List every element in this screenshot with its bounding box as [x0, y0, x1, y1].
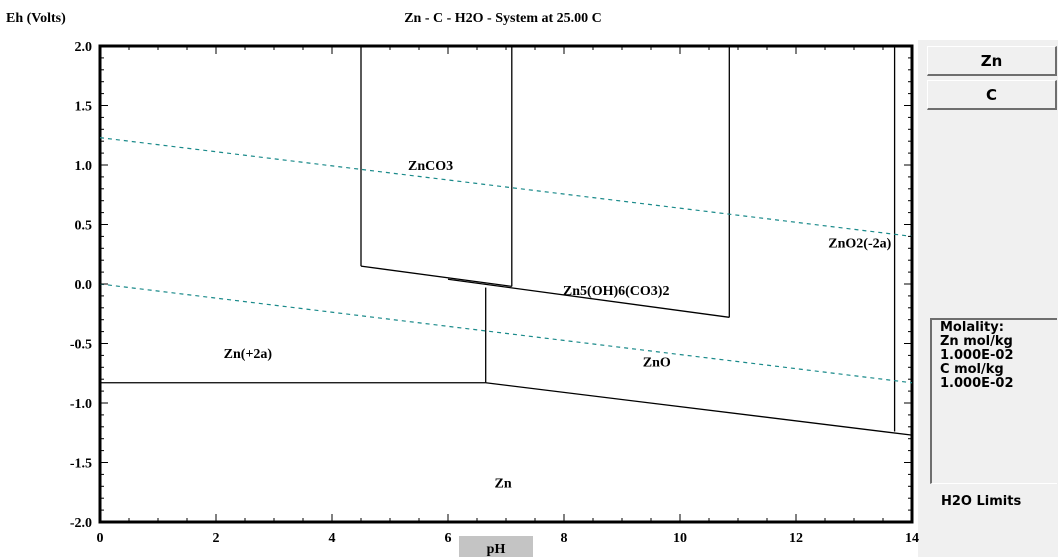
region-label: Zn: [495, 477, 512, 492]
element-button-c[interactable]: C: [927, 80, 1057, 110]
phase-boundary-line: [485, 382, 913, 436]
x-tick-label: 14: [905, 531, 919, 546]
h2o-limits-toggle[interactable]: H2O Limits: [941, 494, 1022, 509]
x-tick-label: 0: [97, 531, 104, 546]
x-axis-ticks: 0 2 4 6 8 10 12 14: [97, 46, 919, 546]
molality-line: C mol/kg: [940, 362, 1004, 377]
y-tick-label: 0.0: [75, 278, 93, 293]
chart-title: Zn - C - H2O - System at 25.00 C: [404, 11, 602, 26]
region-labels: ZnCO3 ZnO2(-2a) Zn5(OH)6(CO3)2 Zn(+2a) ZnO Zn: [224, 159, 892, 492]
y-tick-label: -1.0: [70, 397, 92, 412]
region-label: ZnO: [643, 355, 671, 370]
element-button-label: Zn: [980, 51, 1003, 70]
phase-boundary-line: [360, 265, 512, 288]
molality-line: 1.000E-02: [940, 348, 1014, 363]
y-tick-label: -2.0: [70, 516, 92, 531]
region-label: ZnCO3: [408, 159, 453, 174]
element-button-label: C: [985, 85, 997, 104]
region-label: Zn(+2a): [224, 347, 273, 362]
y-tick-label: 1.0: [75, 159, 93, 174]
ph-axis-tab[interactable]: [459, 536, 533, 557]
phase-boundaries: [100, 46, 913, 436]
molality-panel: Molality: Zn mol/kg 1.000E-02 C mol/kg 1…: [930, 318, 1057, 484]
phase-boundary-line: [447, 278, 730, 318]
water-stability-limits: [99, 137, 913, 384]
y-tick-label: 1.5: [75, 100, 93, 115]
x-tick-label: 8: [561, 531, 568, 546]
y-axis-ticks: 2.0 1.5 1.0 0.5 0.0 -0.5 -1.0 -1.5 -2.0: [70, 40, 912, 531]
x-axis-label: pH: [487, 542, 506, 557]
water-limit-line: [99, 137, 913, 237]
element-button-zn[interactable]: Zn: [927, 46, 1057, 76]
molality-heading: Molality:: [940, 320, 1004, 335]
x-tick-label: 2: [213, 531, 220, 546]
water-limit-line: [99, 283, 913, 384]
plot-frame: [98, 44, 914, 524]
region-label: ZnO2(-2a): [828, 236, 891, 251]
y-tick-label: -0.5: [70, 338, 92, 353]
x-tick-label: 4: [329, 531, 336, 546]
region-label: Zn5(OH)6(CO3)2: [563, 284, 670, 299]
x-tick-label: 12: [789, 531, 803, 546]
y-tick-label: 0.5: [75, 219, 93, 234]
x-tick-label: 6: [445, 531, 452, 546]
y-tick-label: -1.5: [70, 457, 92, 472]
y-tick-label: 2.0: [75, 40, 93, 55]
y-axis-label: Eh (Volts): [6, 11, 66, 26]
x-tick-label: 10: [673, 531, 687, 546]
molality-line: Zn mol/kg: [940, 334, 1013, 349]
molality-line: 1.000E-02: [940, 376, 1014, 391]
